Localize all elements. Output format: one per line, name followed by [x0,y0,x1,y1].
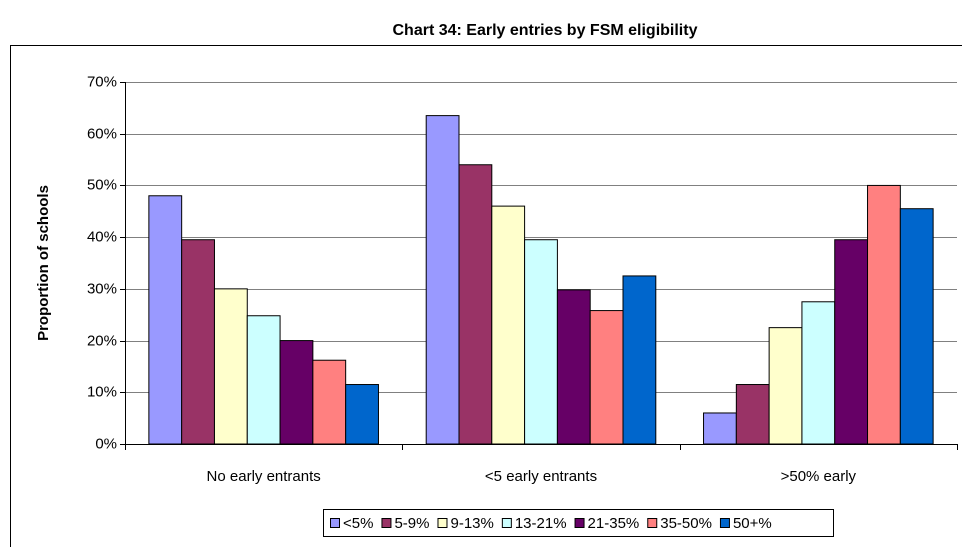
bar [279,340,314,445]
y-tick-label: 50% [87,176,117,193]
bar [867,184,901,445]
x-tick-label: >50% early [781,468,857,485]
y-tick-label: 0% [95,435,117,452]
legend-swatch [574,518,585,528]
legend-swatch [501,518,512,528]
y-tick-label: 20% [87,332,117,349]
bar [491,205,526,445]
x-tick-label: <5 early entrants [485,468,597,485]
bar [246,315,281,445]
bar [703,412,737,445]
legend-swatch [330,518,340,528]
chart-frame [10,45,962,547]
bar [458,164,493,445]
y-tick-label: 30% [87,280,117,297]
legend-label: 50+% [733,515,772,532]
legend-label: 5-9% [394,515,429,532]
legend-label: 35-50% [660,515,712,532]
legend-swatch [381,518,392,528]
legend-label: <5% [343,515,373,532]
chart-title: Chart 34: Early entries by FSM eligibili… [393,22,698,39]
y-tick-label: 10% [87,383,117,400]
bar [148,195,183,445]
y-tick-label: 40% [87,228,117,245]
bar [425,115,460,445]
bar [735,384,770,445]
bar [801,301,836,445]
bar [345,384,379,445]
bar [589,310,624,445]
bar [834,239,869,445]
y-tick-label: 70% [87,73,117,90]
bar [312,359,347,445]
bar [622,275,657,445]
y-axis-label: Proportion of schools [35,185,52,341]
legend-label: 9-13% [450,515,493,532]
legend-label: 13-21% [515,515,567,532]
bar [524,239,558,445]
y-tick-label: 60% [87,125,117,142]
legend-swatch [719,518,730,528]
legend-label: 21-35% [588,515,640,532]
legend-swatch [437,518,448,528]
bar [213,288,248,445]
x-tick-label: No early entrants [207,468,321,485]
bar [181,239,215,445]
bar [768,327,803,445]
legend-swatch [647,518,658,528]
bar [899,208,934,445]
bar [556,289,591,445]
